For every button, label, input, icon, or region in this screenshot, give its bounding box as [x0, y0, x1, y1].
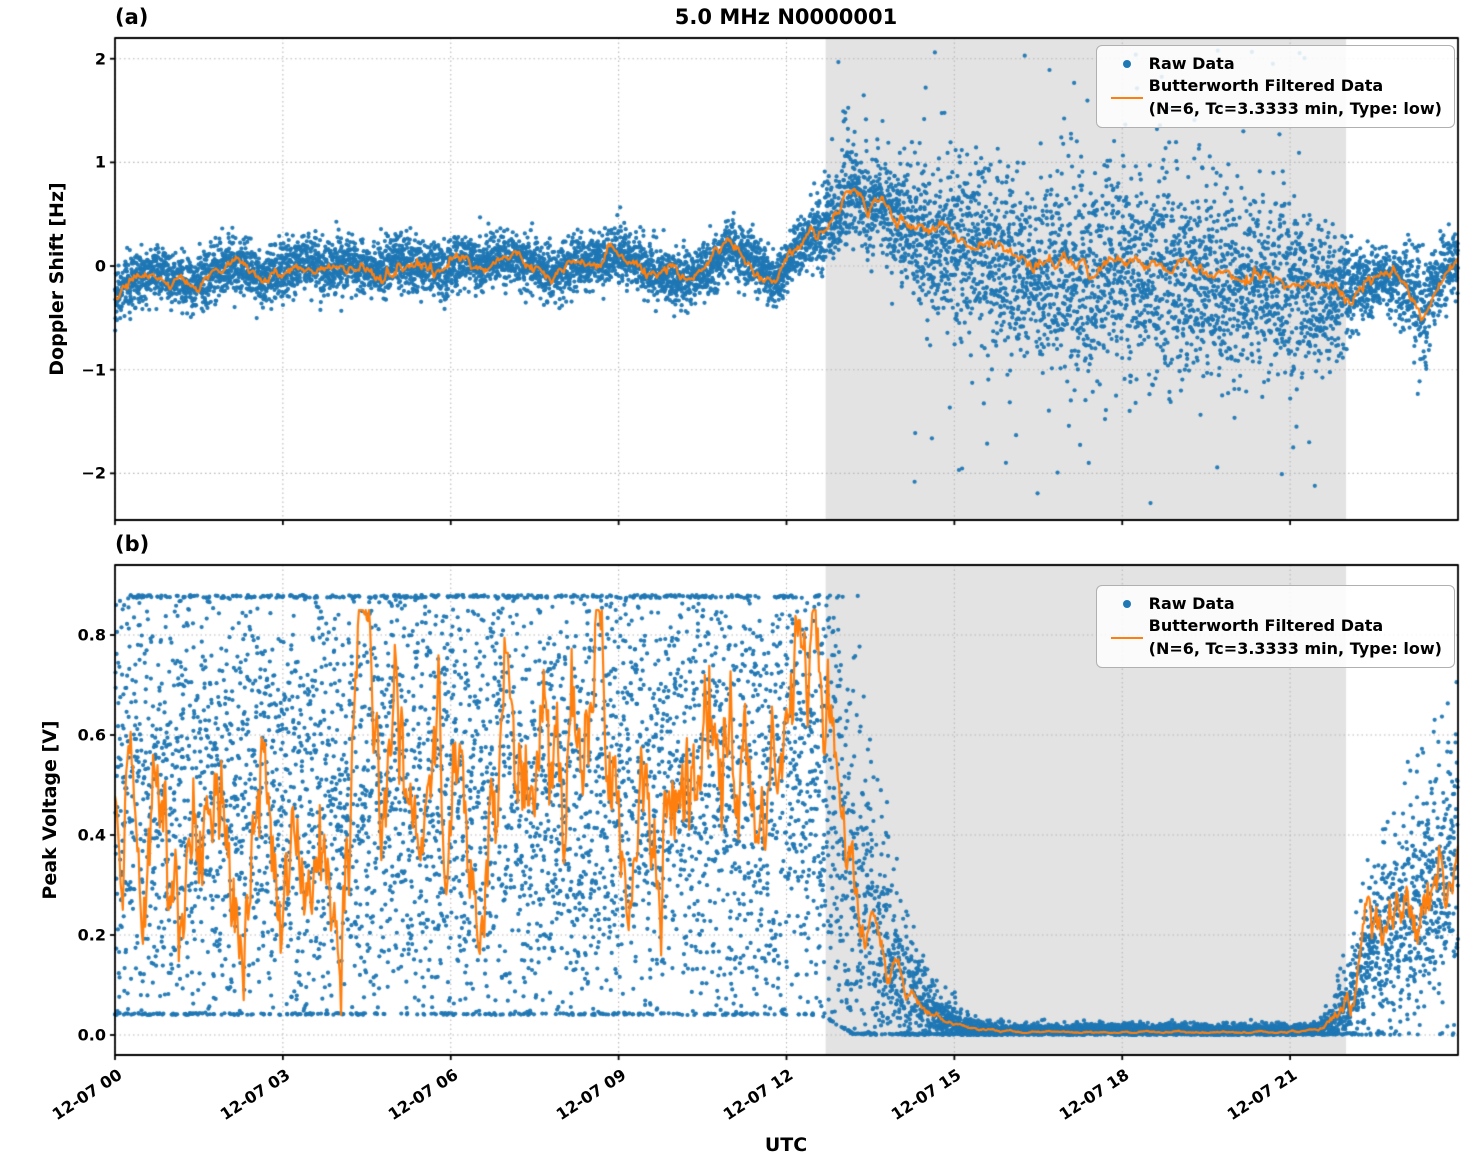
y-tick-label: 0.2 [77, 925, 106, 945]
legend-entry-filtered: Butterworth Filtered Data (N=6, Tc=3.333… [1105, 75, 1442, 120]
legend-filtered-title: Butterworth Filtered Data [1148, 616, 1384, 636]
panel-b-ylabel: Peak Voltage [V] [39, 720, 61, 900]
filtered-line-marker-icon [1110, 636, 1143, 639]
legend-marker-cell [1105, 60, 1149, 69]
y-tick-label: 0.0 [77, 1025, 106, 1045]
legend-marker-cell [1105, 636, 1149, 639]
x-axis-label: UTC [764, 1134, 808, 1156]
y-tick-label: 2 [94, 49, 106, 69]
legend-filtered-params: (N=6, Tc=3.3333 min, Type: low) [1148, 638, 1442, 658]
y-tick-label: 0.8 [77, 625, 106, 645]
y-tick-label: −2 [81, 463, 106, 483]
legend-raw-label: Raw Data [1148, 54, 1235, 73]
legend-panel-b: Raw Data Butterworth Filtered Data (N=6,… [1095, 585, 1455, 669]
raw-data-marker-icon [1122, 600, 1131, 609]
panel-a-ylabel: Doppler Shift [Hz] [46, 182, 68, 376]
y-tick-label: 0 [94, 256, 106, 276]
legend-filtered-params: (N=6, Tc=3.3333 min, Type: low) [1148, 98, 1442, 118]
legend-filtered-label: Butterworth Filtered Data (N=6, Tc=3.333… [1149, 75, 1442, 120]
y-tick-label: 0.4 [77, 825, 106, 845]
figure-title: 5.0 MHz N0000001 [674, 5, 898, 29]
legend-filtered-label: Butterworth Filtered Data (N=6, Tc=3.333… [1149, 615, 1442, 660]
legend-filtered-title: Butterworth Filtered Data [1148, 76, 1384, 96]
legend-entry-raw: Raw Data [1105, 53, 1442, 75]
y-tick-label: 1 [94, 152, 106, 172]
panel-b-tag: (b) [115, 532, 150, 556]
legend-marker-cell [1105, 600, 1149, 609]
legend-marker-cell [1105, 96, 1149, 99]
legend-panel-a: Raw Data Butterworth Filtered Data (N=6,… [1095, 45, 1455, 129]
legend-entry-filtered: Butterworth Filtered Data (N=6, Tc=3.333… [1105, 615, 1442, 660]
filtered-line-marker-icon [1110, 96, 1143, 99]
y-tick-label: −1 [81, 360, 106, 380]
panel-a-tag: (a) [115, 5, 149, 29]
raw-data-marker-icon [1122, 60, 1131, 69]
legend-raw-label: Raw Data [1148, 594, 1235, 613]
y-tick-label: 0.6 [77, 725, 106, 745]
legend-entry-raw: Raw Data [1105, 593, 1442, 615]
